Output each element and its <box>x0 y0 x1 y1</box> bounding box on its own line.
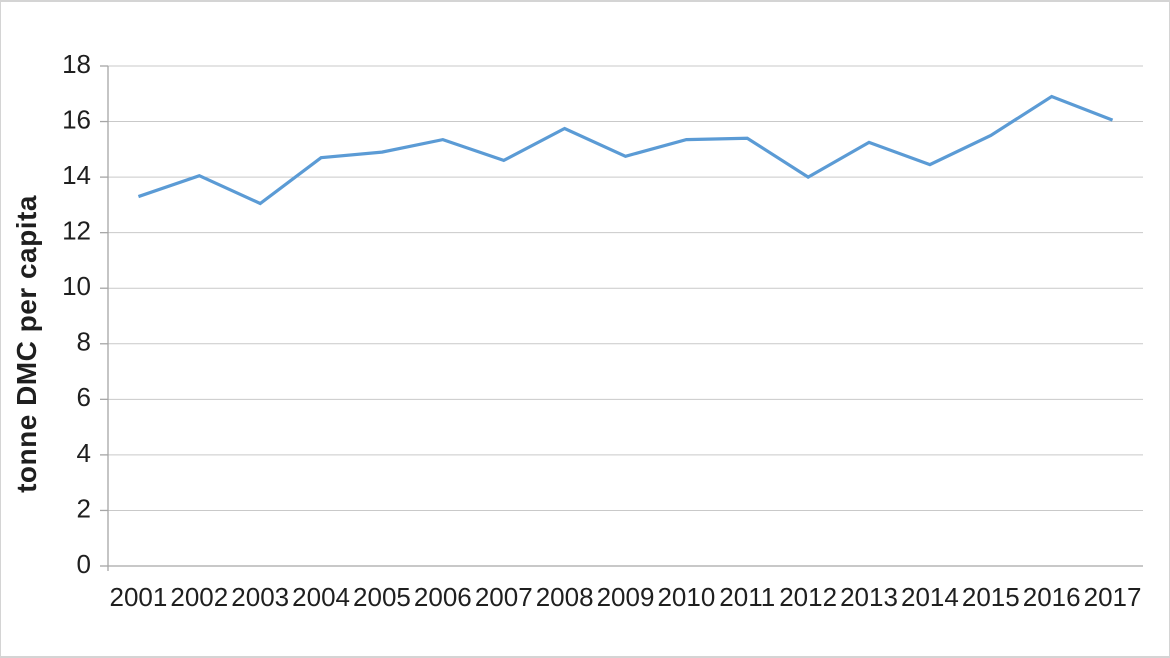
x-tick-label: 2010 <box>657 582 715 612</box>
x-tick-label: 2008 <box>536 582 594 612</box>
y-tick-label: 4 <box>77 438 91 468</box>
x-tick-label: 2017 <box>1084 582 1142 612</box>
y-tick-label: 2 <box>77 493 91 523</box>
x-tick-label: 2014 <box>901 582 959 612</box>
x-tick-label: 2011 <box>719 582 775 612</box>
x-tick-label: 2012 <box>779 582 837 612</box>
y-tick-label: 8 <box>77 327 91 357</box>
x-tick-label: 2004 <box>292 582 350 612</box>
y-tick-label: 12 <box>62 216 91 246</box>
x-tick-label: 2001 <box>110 582 168 612</box>
x-tick-label: 2002 <box>170 582 228 612</box>
x-tick-label: 2006 <box>414 582 472 612</box>
y-tick-label: 14 <box>62 160 91 190</box>
y-tick-label: 0 <box>77 549 91 579</box>
y-tick-label: 6 <box>77 382 91 412</box>
x-tick-label: 2005 <box>353 582 411 612</box>
x-tick-label: 2015 <box>962 582 1020 612</box>
data-series-line <box>137 94 1114 206</box>
x-tick-label: 2016 <box>1023 582 1081 612</box>
y-axis-title: tonne DMC per capita <box>11 195 42 493</box>
x-tick-label: 2007 <box>475 582 533 612</box>
y-tick-label: 18 <box>62 49 91 79</box>
x-tick-label: 2009 <box>597 582 655 612</box>
y-tick-label: 10 <box>62 271 91 301</box>
x-tick-label: 2003 <box>231 582 289 612</box>
x-tick-label: 2013 <box>840 582 898 612</box>
y-tick-label: 16 <box>62 104 91 134</box>
